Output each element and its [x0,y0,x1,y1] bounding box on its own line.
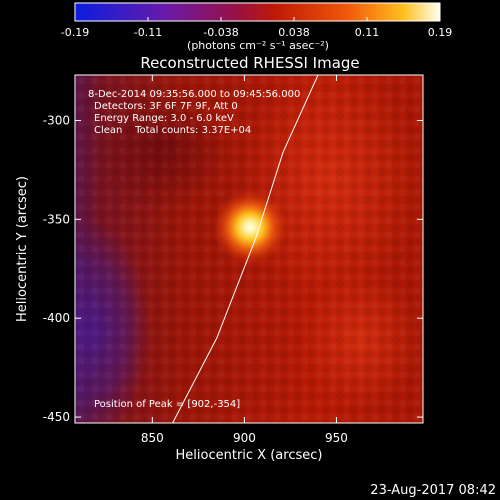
y-tick-label: -400 [43,311,70,325]
colorbar-tick-label: 0.19 [428,26,453,39]
y-tick-label: -450 [43,410,70,424]
y-axis-ticks: -300 -350 -400 -450 [43,113,423,424]
x-tick-label: 850 [141,431,164,445]
chart-title: Reconstructed RHESSI Image [140,54,359,72]
annotation-energy: Energy Range: 3.0 - 6.0 keV [94,113,234,124]
colorbar-tick-label: 0.038 [278,26,310,39]
y-tick-label: -300 [43,113,70,127]
annotation-time-range: 8-Dec-2014 09:35:56.000 to 09:45:56.000 [88,89,300,100]
y-tick-label: -350 [43,212,70,226]
solar-limb-curve [172,75,319,423]
annotation-clean: Clean Total counts: 3.37E+04 [94,125,251,136]
colorbar-tick-label: -0.038 [203,26,238,39]
plot-frame [74,74,424,424]
colorbar-ticks: -0.19 -0.11 -0.038 0.038 0.11 0.19 [61,17,452,39]
annotation-detectors: Detectors: 3F 6F 7F 9F, Att 0 [94,101,238,112]
x-axis-label: Heliocentric X (arcsec) [176,448,323,463]
x-axis-ticks: 850 900 950 [141,75,348,445]
y-axis-label: Heliocentric Y (arcsec) [15,176,30,322]
colorbar-units: (photons cm⁻² s⁻¹ asec⁻²) [187,39,329,52]
footer-timestamp: 23-Aug-2017 08:42 [370,483,496,498]
colorbar-tick-label: 0.11 [355,26,380,39]
colorbar [74,2,441,22]
image-map [75,75,423,423]
colorbar-tick-label: -0.19 [61,26,89,39]
peak-source [212,189,289,266]
peak-position-label: Position of Peak = [902,-354] [94,399,240,410]
x-tick-label: 900 [233,431,256,445]
colorbar-tick-label: -0.11 [134,26,162,39]
x-tick-label: 950 [325,431,348,445]
